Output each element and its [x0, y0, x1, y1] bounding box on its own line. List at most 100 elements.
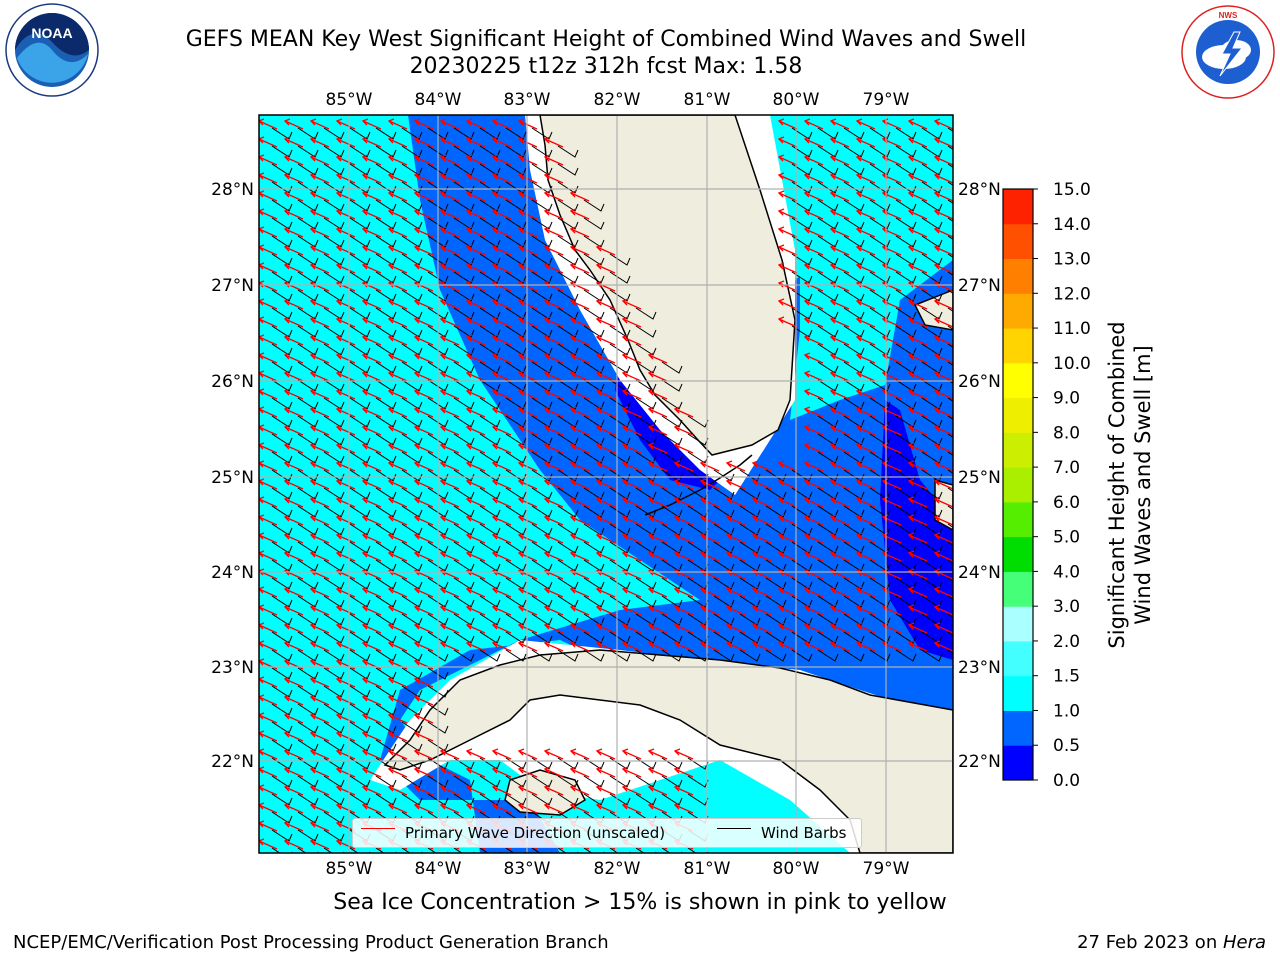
wave-direction-arrowhead — [803, 190, 811, 198]
wave-direction-arrowhead — [283, 136, 291, 144]
wave-direction-arrow — [570, 372, 590, 382]
wind-barb — [531, 523, 553, 536]
wave-direction-arrow — [310, 588, 330, 598]
wave-direction-arrowhead — [803, 640, 811, 648]
wave-direction-arrow — [570, 228, 590, 238]
wind-barb — [427, 649, 449, 662]
wind-barb — [453, 847, 475, 853]
wave-direction-arrow — [284, 606, 304, 616]
wind-barb — [349, 775, 371, 788]
wind-barb — [375, 325, 397, 338]
wind-barb — [349, 199, 371, 212]
lon-label-top: 82°W — [594, 90, 641, 110]
wave-direction-arrowhead — [259, 208, 265, 216]
wind-barb — [427, 217, 449, 230]
wave-direction-arrow — [414, 210, 434, 220]
wind-barb — [661, 613, 683, 626]
wave-direction-arrow — [856, 606, 876, 616]
wind-barb — [427, 433, 449, 446]
wind-barb — [765, 649, 787, 662]
wave-direction-arrowhead — [803, 532, 811, 540]
wave-direction-arrowhead — [309, 766, 317, 774]
wave-direction-arrowhead — [465, 622, 473, 630]
wind-barb — [375, 253, 397, 266]
wind-barb — [401, 595, 423, 608]
wave-direction-arrow — [440, 300, 460, 310]
wind-barb — [843, 595, 865, 608]
wave-direction-arrow — [908, 642, 928, 652]
wind-barb — [505, 541, 527, 554]
wave-direction-arrow — [284, 624, 304, 634]
wave-direction-arrowhead — [673, 460, 681, 468]
wave-direction-arrow — [466, 282, 486, 292]
wind-barb — [557, 307, 579, 320]
wave-direction-arrowhead — [569, 208, 577, 216]
wind-barb — [401, 469, 423, 482]
wind-barb — [453, 541, 475, 554]
wind-barb — [895, 451, 917, 464]
wave-direction-arrow — [596, 642, 616, 652]
wave-direction-arrowhead — [803, 550, 811, 558]
wind-barb — [401, 397, 423, 410]
wave-direction-arrowhead — [335, 784, 343, 792]
wave-direction-arrowhead — [621, 334, 629, 342]
wind-barb — [453, 307, 475, 320]
wave-direction-arrowhead — [569, 802, 577, 810]
wind-barb — [427, 343, 449, 356]
wind-barb — [817, 505, 839, 518]
wave-direction-arrow — [362, 390, 382, 400]
wind-barb — [791, 595, 813, 608]
wave-direction-arrow — [492, 750, 512, 760]
wave-direction-arrowhead — [543, 514, 551, 522]
wave-direction-arrowhead — [543, 136, 551, 144]
wind-barb — [349, 379, 371, 392]
gridlines — [259, 115, 953, 853]
wind-barb — [401, 667, 423, 680]
wave-direction-arrow — [414, 282, 434, 292]
wind-barb — [791, 505, 813, 518]
wave-direction-arrow — [414, 372, 434, 382]
wind-barb — [427, 505, 449, 518]
wave-direction-arrow — [726, 624, 746, 634]
wind-barb — [791, 577, 813, 590]
wave-direction-arrowhead — [259, 262, 265, 270]
wave-direction-arrowhead — [933, 586, 941, 594]
wave-direction-arrow — [804, 228, 824, 238]
wave-direction-arrow — [336, 750, 356, 760]
wave-direction-arrow — [414, 300, 434, 310]
wave-direction-arrowhead — [259, 172, 265, 180]
wave-direction-arrow — [440, 750, 460, 760]
wave-direction-arrowhead — [933, 172, 941, 180]
wind-barb — [323, 793, 345, 806]
wind-barb — [895, 343, 917, 356]
wave-direction-arrow — [570, 426, 590, 436]
wind-barb-legend-swatch — [717, 828, 751, 829]
wave-direction-arrow — [310, 156, 330, 166]
wave-direction-arrow — [518, 804, 538, 814]
wave-direction-arrowhead — [647, 370, 655, 378]
wind-barb — [453, 361, 475, 374]
wind-barb — [323, 847, 345, 853]
wave-direction-arrowhead — [259, 784, 265, 792]
wave-direction-arrow — [648, 624, 668, 634]
wave-direction-arrow — [908, 390, 928, 400]
wave-direction-arrowhead — [933, 352, 941, 360]
wind-barb — [791, 523, 813, 536]
wind-barb — [271, 181, 293, 194]
wind-barb — [375, 163, 397, 176]
wave-direction-arrowhead — [543, 334, 551, 342]
wind-barb — [557, 541, 579, 554]
wave-direction-arrow — [362, 750, 382, 760]
wind-barb — [869, 505, 891, 518]
wind-barb — [453, 235, 475, 248]
wave-direction-arrowhead — [387, 352, 395, 360]
wave-direction-arrowhead — [933, 370, 941, 378]
wind-barb — [323, 721, 345, 734]
wave-direction-arrowhead — [933, 478, 941, 486]
wave-direction-arrowhead — [361, 280, 369, 288]
wave-direction-arrow — [570, 246, 590, 256]
wind-barb — [843, 487, 865, 500]
wave-direction-arrow — [544, 624, 564, 634]
wave-direction-arrowhead — [465, 172, 473, 180]
